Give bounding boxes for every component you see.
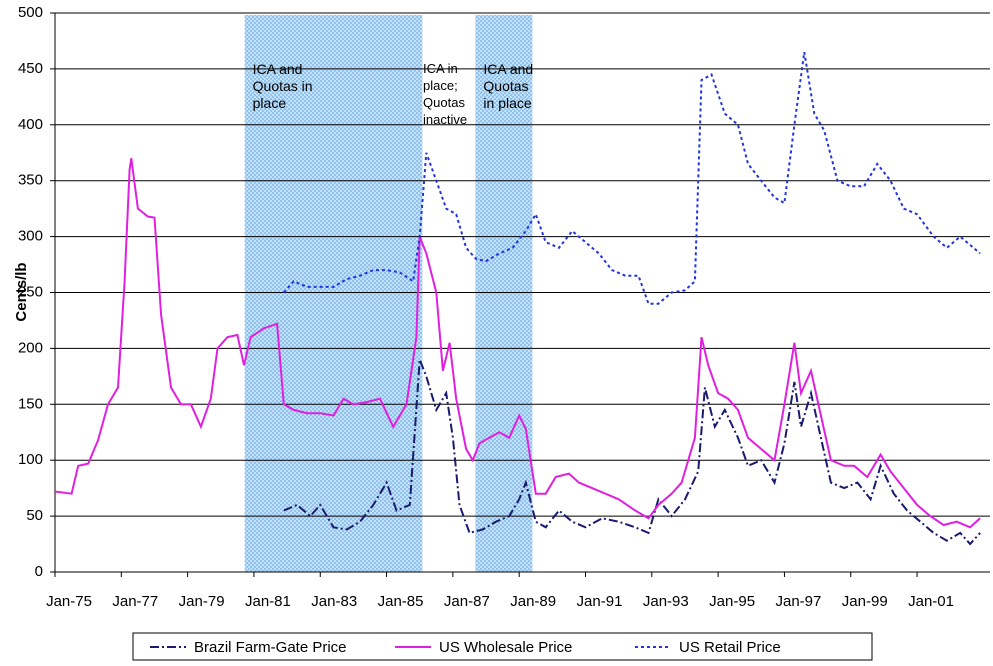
region-label-line: ICA and [483, 61, 533, 77]
region-label-line: in place [483, 95, 531, 111]
y-tick-label: 200 [18, 339, 43, 356]
series-line [283, 359, 981, 546]
y-tick-label: 0 [35, 563, 43, 580]
y-axis-label: Cents/lb [13, 262, 30, 321]
region-label: ICA and Quotas in place [253, 61, 313, 111]
y-tick-label: 300 [18, 228, 43, 245]
region-label: ICA and Quotas in place [483, 61, 533, 111]
x-tick-label: Jan-81 [245, 593, 291, 610]
region-label-line: Quotas [483, 78, 528, 94]
x-tick-label: Jan-93 [643, 593, 689, 610]
x-tick-label: Jan-77 [112, 593, 158, 610]
x-tick-label: Jan-85 [378, 593, 424, 610]
y-tick-label: 100 [18, 451, 43, 468]
x-tick-label: Jan-83 [311, 593, 357, 610]
x-tick-label: Jan-87 [444, 593, 490, 610]
legend-label: US Retail Price [679, 639, 781, 656]
y-tick-label: 400 [18, 116, 43, 133]
legend-box [132, 632, 873, 661]
x-tick-label: Jan-97 [775, 593, 821, 610]
shaded-region [475, 15, 533, 572]
annotation: ICA in place; Quotas inactive [423, 61, 467, 127]
x-tick-label: Jan-75 [46, 593, 92, 610]
series-line [54, 158, 981, 529]
x-tick-label: Jan-99 [842, 593, 888, 610]
annotation-line: inactive [423, 112, 467, 127]
annotation-line: Quotas [423, 95, 465, 110]
y-tick-label: 50 [26, 507, 43, 524]
region-label-line: place [253, 95, 287, 111]
annotation-line: place; [423, 78, 458, 93]
annotation-line: ICA in [423, 61, 458, 76]
region-label-line: Quotas in [253, 78, 313, 94]
region-label-line: ICA and [253, 61, 303, 77]
y-tick-label: 250 [18, 283, 43, 300]
x-tick-label: Jan-89 [510, 593, 556, 610]
x-tick-label: Jan-01 [908, 593, 954, 610]
y-tick-label: 500 [18, 4, 43, 21]
x-tick-label: Jan-91 [577, 593, 623, 610]
legend-label: US Wholesale Price [439, 639, 572, 656]
legend-label: Brazil Farm-Gate Price [194, 639, 347, 656]
y-tick-label: 350 [18, 172, 43, 189]
y-tick-label: 150 [18, 395, 43, 412]
x-tick-label: Jan-95 [709, 593, 755, 610]
x-tick-label: Jan-79 [179, 593, 225, 610]
shaded-region [244, 15, 423, 572]
series-line [283, 51, 981, 305]
y-tick-label: 450 [18, 60, 43, 77]
